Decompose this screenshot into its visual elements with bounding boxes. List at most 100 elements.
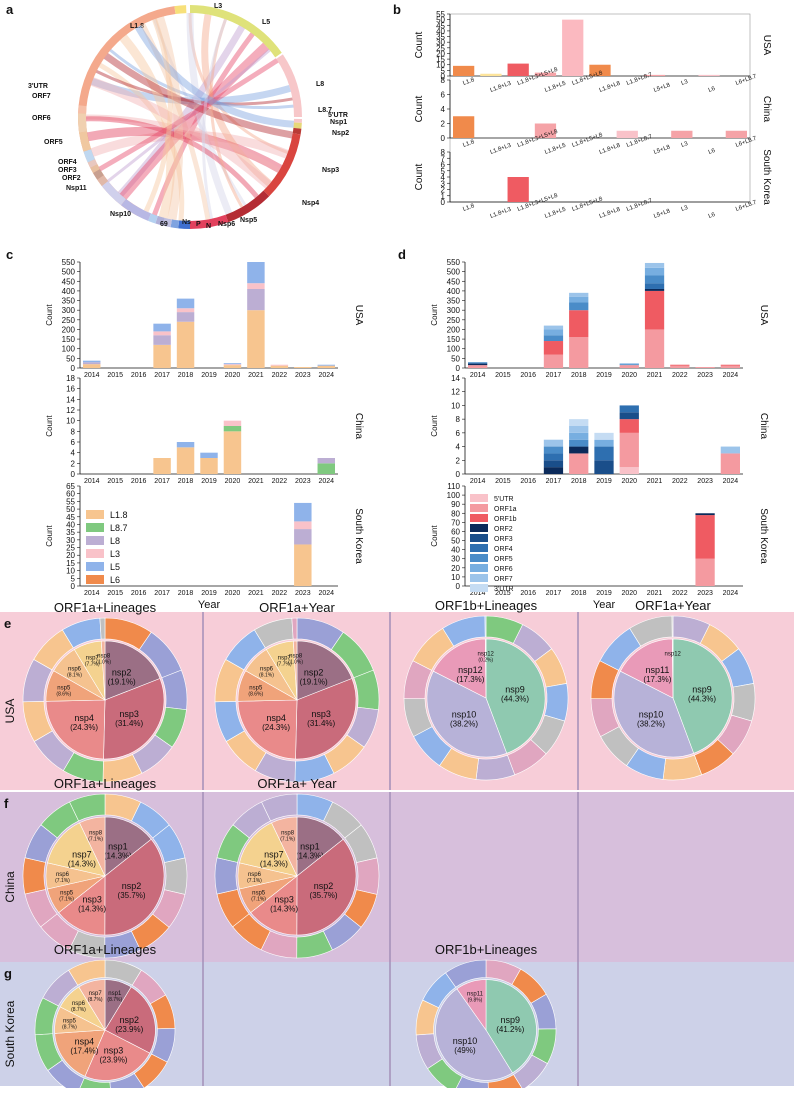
stack-seg-panel-d	[720, 453, 740, 474]
panel-c-year-label: 2014	[84, 372, 100, 379]
chord-segment	[83, 149, 95, 163]
panel-d-year-label: 2017	[546, 478, 562, 485]
pie-slice	[484, 638, 487, 699]
tick-label: 400	[447, 287, 461, 296]
pie-slice-pct: (8.7%)	[107, 997, 122, 1003]
pie-slice	[79, 816, 106, 877]
panel-c-year-label: 2020	[225, 372, 241, 379]
stack-seg-panel-d	[543, 354, 564, 368]
pie-slice-pct: (8.1%)	[67, 672, 82, 678]
stack-seg-panel-c	[294, 521, 312, 530]
tick-label: 200	[447, 325, 461, 334]
pie-slice-label: nsp3	[311, 709, 331, 719]
panel-c-year-label: 2021	[248, 590, 264, 597]
tick-label: 150	[447, 335, 461, 344]
panel-d-year-label: 2020	[621, 590, 637, 597]
pie-slice-label: nsp6	[260, 666, 274, 672]
chord-ribbon	[95, 70, 293, 106]
pie-slice-pct: (7.1%)	[59, 896, 74, 902]
tick-label: 4	[71, 449, 76, 458]
panel-c-year-label: 2015	[107, 478, 123, 485]
pie-slice-label: nsp6	[248, 872, 262, 878]
chord-segment	[78, 105, 87, 114]
chord-segment-label: L8	[316, 81, 324, 88]
legend-swatch-d	[470, 524, 488, 532]
tick-label: 100	[447, 345, 461, 354]
pie-slice-label: nsp8	[97, 654, 111, 660]
pie-slice-label: nsp2	[122, 881, 142, 891]
stack-seg-panel-d	[619, 364, 639, 366]
tick-label: 45	[66, 513, 75, 522]
pie-slice-pct: (8.6%)	[56, 692, 71, 698]
chord-segment-label: ORF7	[32, 93, 51, 100]
tick-label: 6	[441, 161, 446, 170]
b-cat-label: L1.8	[462, 203, 476, 213]
pie-slice-label: nsp1	[108, 991, 122, 997]
tick-label: 40	[436, 27, 445, 36]
pie-slice	[104, 640, 161, 701]
stack-seg-panel-d	[543, 446, 564, 454]
tick-label: 8	[441, 76, 446, 85]
stack-seg-panel-d	[695, 513, 715, 516]
legend-label-d: ORF4	[494, 546, 513, 553]
chord-ribbon	[186, 12, 233, 215]
pie-slice	[426, 670, 508, 758]
panel-c-year-label: 2019	[201, 478, 217, 485]
pie-slice-label: nsp11	[645, 665, 669, 675]
bar-b	[534, 123, 557, 138]
pie-slice	[613, 670, 695, 758]
panel-c-year-label: 2018	[178, 590, 194, 597]
panel-c-country: China	[353, 413, 364, 440]
legend-label-d: ORF2	[494, 526, 513, 533]
b-ylabel: Count	[414, 163, 425, 190]
legend-swatch-d	[470, 504, 488, 512]
legend-label-d: ORF6	[494, 566, 513, 573]
pie-slice-pct: (38.2%)	[450, 720, 478, 729]
stack-seg-panel-d	[468, 362, 488, 364]
panel-d-year-label: 2020	[621, 478, 637, 485]
pie-title: ORF1b+Lineages	[435, 598, 538, 613]
pie-slice-pct: (8.7%)	[71, 1007, 86, 1013]
pie-slice-label: nsp5	[63, 1019, 77, 1025]
pie-title: ORF1b+Lineages	[435, 942, 538, 957]
stack-seg-panel-c	[247, 283, 265, 289]
bar-b	[453, 65, 475, 76]
chord-segment	[190, 214, 229, 229]
panel-c-ylabel: Count	[45, 525, 54, 547]
pie-slice-pct: (17.3%)	[643, 675, 671, 684]
pie-outer-ring-seg	[662, 754, 703, 781]
stack-seg-panel-c	[153, 331, 171, 336]
stack-seg-panel-d	[670, 364, 690, 366]
stack-seg-panel-d	[594, 439, 614, 447]
pie-title: ORF1a+Lineages	[54, 600, 157, 615]
pie-slice-pct: (14.3%)	[78, 905, 106, 914]
pie-slice-label: nsp6	[72, 1001, 86, 1007]
bar-b	[616, 130, 638, 138]
tick-label: 0	[456, 364, 461, 373]
pie-slice-label: nsp7	[89, 991, 103, 997]
panel-c-year-label: 2016	[131, 590, 147, 597]
pie-slice-pct: (8.7%)	[88, 997, 103, 1003]
stack-seg-panel-c	[247, 288, 265, 311]
stack-seg-panel-d	[543, 453, 564, 461]
tick-label: 0	[71, 364, 76, 373]
chord-ribbon	[85, 114, 281, 173]
panel-d-year-label: 2018	[571, 478, 587, 485]
panel-c-ylabel: Count	[45, 415, 54, 437]
legend-label-d: ORF7	[494, 576, 513, 583]
pie-slice-pct: (7.1%)	[55, 878, 70, 884]
panel-d-year-label: 2014	[470, 590, 486, 597]
bar-b	[643, 74, 666, 76]
pie-title: ORF1a+Lineages	[54, 942, 157, 957]
panel-letter-row: g	[4, 966, 12, 981]
stack-seg-panel-c	[176, 308, 195, 313]
legend-label-d: ORF1a	[494, 506, 517, 513]
pie-slice-label: nsp4	[74, 713, 94, 723]
chord-segment-label: Nsp6	[218, 221, 235, 228]
chord-ribbon	[119, 42, 270, 200]
panel-d-year-label: 2023	[697, 590, 713, 597]
b-ylabel: Count	[414, 95, 425, 122]
legend-label-d: ORF5	[494, 556, 513, 563]
pie-title: ORF1a+ Year	[257, 776, 337, 791]
stack-seg-panel-c	[317, 365, 335, 368]
